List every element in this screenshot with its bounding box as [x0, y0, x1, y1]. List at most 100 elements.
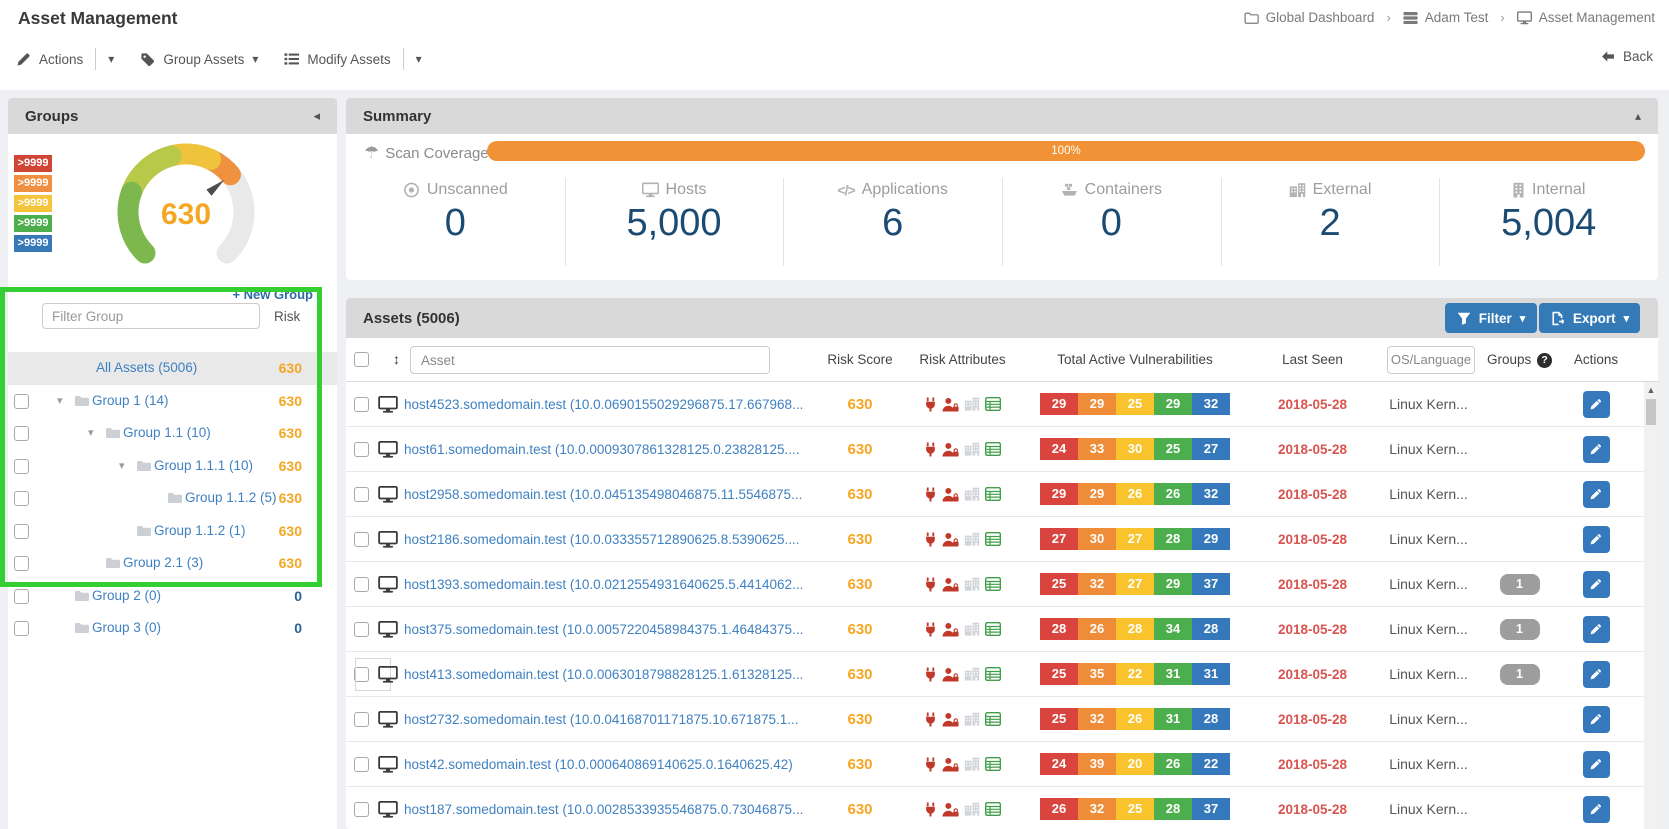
severity-badge[interactable]: 25	[1116, 393, 1154, 415]
group-label[interactable]: Group 2 (0)	[92, 587, 162, 603]
asset-link[interactable]: host2958.somedomain.test (10.0.045135498…	[404, 486, 803, 502]
group-checkbox[interactable]	[14, 491, 29, 506]
severity-badge[interactable]: 29	[1078, 393, 1116, 415]
severity-badge[interactable]: 30	[1116, 438, 1154, 460]
asset-link[interactable]: host42.somedomain.test (10.0.00064086914…	[404, 756, 793, 772]
severity-badge[interactable]: 32	[1192, 393, 1230, 415]
row-checkbox[interactable]	[354, 441, 369, 457]
severity-badge[interactable]: 29	[1040, 483, 1078, 505]
row-checkbox[interactable]	[354, 666, 369, 682]
group-tree-row[interactable]: Group 1.1 (10) 630	[8, 417, 337, 450]
caret-down-icon[interactable]	[119, 459, 125, 472]
select-all-checkbox[interactable]	[354, 352, 369, 367]
group-filter-input[interactable]	[42, 303, 260, 329]
severity-badge[interactable]: 35	[1078, 663, 1116, 685]
group-label[interactable]: Group 1.1.1 (10)	[154, 457, 254, 473]
caret-down-icon[interactable]	[57, 394, 63, 407]
severity-badge[interactable]: 32	[1078, 708, 1116, 730]
table-scrollbar[interactable]	[1644, 382, 1658, 829]
severity-badge[interactable]: 29	[1154, 573, 1192, 595]
edit-asset-button[interactable]	[1582, 660, 1610, 688]
severity-badge[interactable]: 28	[1116, 618, 1154, 640]
severity-badge[interactable]: 34	[1154, 618, 1192, 640]
group-checkbox[interactable]	[14, 426, 29, 441]
severity-badge[interactable]: 29	[1078, 483, 1116, 505]
severity-badge[interactable]: 20	[1116, 753, 1154, 775]
severity-badge[interactable]: 26	[1116, 708, 1154, 730]
row-checkbox[interactable]	[354, 531, 369, 547]
group-label[interactable]: All Assets (5006)	[96, 360, 198, 375]
row-checkbox[interactable]	[354, 396, 369, 412]
severity-badge[interactable]: 26	[1154, 483, 1192, 505]
asset-link[interactable]: host375.somedomain.test (10.0.0057220458…	[404, 621, 804, 637]
severity-badge[interactable]: 28	[1192, 708, 1230, 730]
breadcrumb-item[interactable]: Global Dashboard	[1244, 10, 1374, 25]
severity-badge[interactable]: 29	[1192, 528, 1230, 550]
actions-dropdown-caret[interactable]	[108, 52, 114, 66]
severity-badge[interactable]: 31	[1154, 663, 1192, 685]
severity-badge[interactable]: 32	[1192, 483, 1230, 505]
edit-asset-button[interactable]	[1582, 435, 1610, 463]
group-label[interactable]: Group 3 (0)	[92, 620, 162, 635]
group-tree-row[interactable]: Group 1.1.2 (1) 630	[8, 515, 337, 548]
severity-badge[interactable]: 37	[1192, 798, 1230, 820]
back-button[interactable]: Back	[1601, 49, 1653, 64]
severity-badge[interactable]: 25	[1154, 438, 1192, 460]
severity-badge[interactable]: 30	[1078, 528, 1116, 550]
severity-badge[interactable]: 28	[1154, 798, 1192, 820]
edit-asset-button[interactable]	[1582, 525, 1610, 553]
export-button[interactable]: Export	[1539, 303, 1640, 333]
filter-button[interactable]: Filter	[1445, 303, 1537, 333]
severity-badge[interactable]: 25	[1040, 663, 1078, 685]
severity-badge[interactable]: 29	[1040, 393, 1078, 415]
severity-badge[interactable]: 22	[1116, 663, 1154, 685]
group-tree-row[interactable]: All Assets (5006) 630	[8, 352, 337, 385]
severity-badge[interactable]: 29	[1154, 393, 1192, 415]
severity-badge[interactable]: 26	[1116, 483, 1154, 505]
asset-link[interactable]: host2732.somedomain.test (10.0.041687011…	[404, 711, 799, 727]
edit-asset-button[interactable]	[1582, 390, 1610, 418]
severity-badge[interactable]: 39	[1078, 753, 1116, 775]
group-tree-row[interactable]: Group 1.1.1 (10) 630	[8, 450, 337, 483]
asset-link[interactable]: host61.somedomain.test (10.0.00093078613…	[404, 441, 800, 457]
asset-link[interactable]: host2186.somedomain.test (10.0.033355712…	[404, 531, 800, 547]
actions-button[interactable]: Actions	[16, 52, 83, 67]
asset-link[interactable]: host4523.somedomain.test (10.0.069015502…	[404, 396, 804, 412]
scrollbar-thumb[interactable]	[1646, 399, 1656, 425]
help-icon[interactable]: ?	[1537, 352, 1552, 368]
collapse-summary-icon[interactable]	[1635, 109, 1641, 123]
asset-link[interactable]: host413.somedomain.test (10.0.0063018798…	[404, 666, 804, 682]
row-checkbox[interactable]	[354, 621, 369, 637]
asset-link[interactable]: host187.somedomain.test (10.0.0028533935…	[404, 801, 804, 817]
group-tree-row[interactable]: Group 2.1 (3) 630	[8, 547, 337, 580]
group-checkbox[interactable]	[14, 458, 29, 474]
severity-badge[interactable]: 26	[1040, 798, 1078, 820]
group-checkbox[interactable]	[14, 588, 29, 604]
group-tree-row[interactable]: Group 1 (14) 630	[8, 385, 337, 418]
scrollbar-up-arrow[interactable]	[1644, 385, 1658, 395]
edit-asset-button[interactable]	[1582, 705, 1610, 733]
group-label[interactable]: Group 1.1 (10)	[123, 425, 211, 440]
group-label[interactable]: Group 1 (14)	[92, 392, 169, 408]
row-checkbox[interactable]	[354, 801, 369, 817]
severity-badge[interactable]: 31	[1154, 708, 1192, 730]
group-label[interactable]: Group 2.1 (3)	[123, 555, 204, 570]
breadcrumb-item[interactable]: Asset Management	[1517, 10, 1655, 25]
edit-asset-button[interactable]	[1582, 615, 1610, 643]
group-tree-row[interactable]: Group 1.1.2 (5) 630	[8, 482, 337, 515]
group-checkbox[interactable]	[14, 393, 29, 409]
os-language-filter[interactable]: OS/Language	[1387, 346, 1475, 374]
edit-asset-button[interactable]	[1582, 480, 1610, 508]
asset-link[interactable]: host1393.somedomain.test (10.0.021255493…	[404, 576, 804, 592]
row-checkbox[interactable]	[354, 576, 369, 592]
severity-badge[interactable]: 26	[1154, 753, 1192, 775]
severity-badge[interactable]: 37	[1192, 573, 1230, 595]
severity-badge[interactable]: 22	[1192, 753, 1230, 775]
severity-badge[interactable]: 25	[1040, 573, 1078, 595]
sort-icon[interactable]	[393, 351, 400, 367]
severity-badge[interactable]: 32	[1078, 798, 1116, 820]
group-label[interactable]: Group 1.1.2 (1)	[154, 522, 246, 538]
group-tree-row[interactable]: Group 2 (0) 0	[8, 580, 337, 613]
severity-badge[interactable]: 27	[1116, 528, 1154, 550]
group-checkbox[interactable]	[14, 523, 29, 539]
